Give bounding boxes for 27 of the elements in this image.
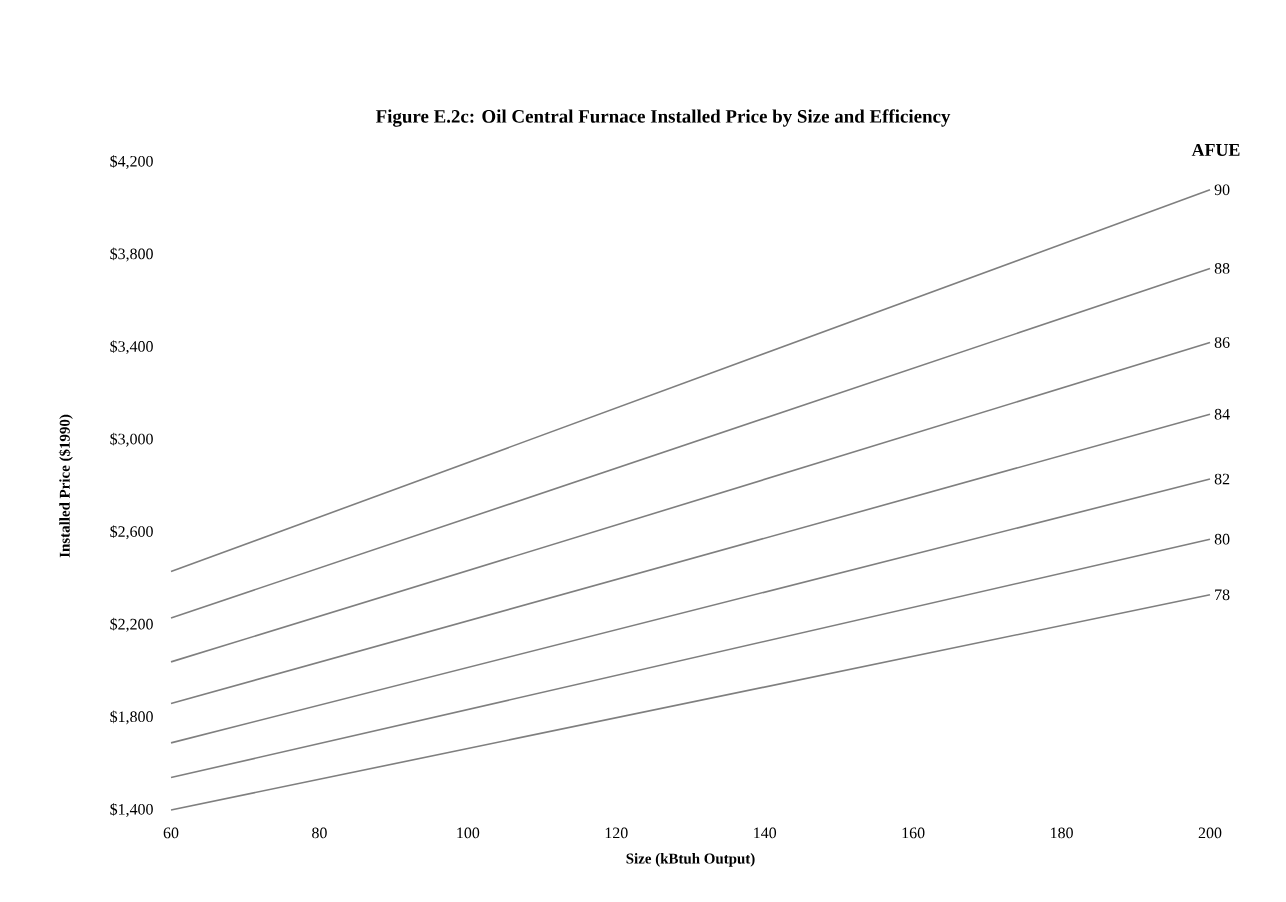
y-axis-title: Installed Price ($1990): [58, 414, 73, 558]
y-tick-label: $2,200: [110, 617, 153, 632]
series-label: 88: [1214, 263, 1230, 274]
y-tick-label: $1,400: [110, 802, 153, 817]
y-tick-label: $3,000: [110, 432, 153, 447]
x-tick-label: 200: [1198, 827, 1222, 839]
y-tick-label: $2,600: [110, 525, 153, 540]
x-tick-label: 60: [163, 827, 179, 839]
y-tick-label: $3,400: [110, 340, 153, 355]
y-tick-label: $3,800: [110, 247, 153, 262]
x-tick-label: 160: [902, 827, 925, 839]
x-axis-title: Size (kBtuh Output): [626, 853, 755, 867]
x-tick-label: 140: [754, 827, 777, 839]
series-label: 90: [1214, 184, 1230, 196]
series-label: 84: [1214, 408, 1230, 420]
x-tick-label: 100: [457, 827, 480, 839]
x-tick-label: 80: [312, 827, 327, 839]
legend-title: AFUE: [1191, 143, 1240, 156]
chart-title: Figure E.2c: Oil Central Furnace Installed Price by Size and Efficiency: [375, 109, 951, 127]
y-tick-label: $4,200: [110, 154, 153, 169]
series-label: 80: [1214, 533, 1230, 545]
series-label: 82: [1214, 473, 1230, 485]
series-label: 86: [1214, 337, 1230, 348]
series-label: 78: [1215, 589, 1230, 601]
x-tick-label: 120: [605, 827, 628, 839]
x-tick-label: 180: [1051, 827, 1073, 839]
y-tick-label: $1,800: [110, 710, 153, 725]
